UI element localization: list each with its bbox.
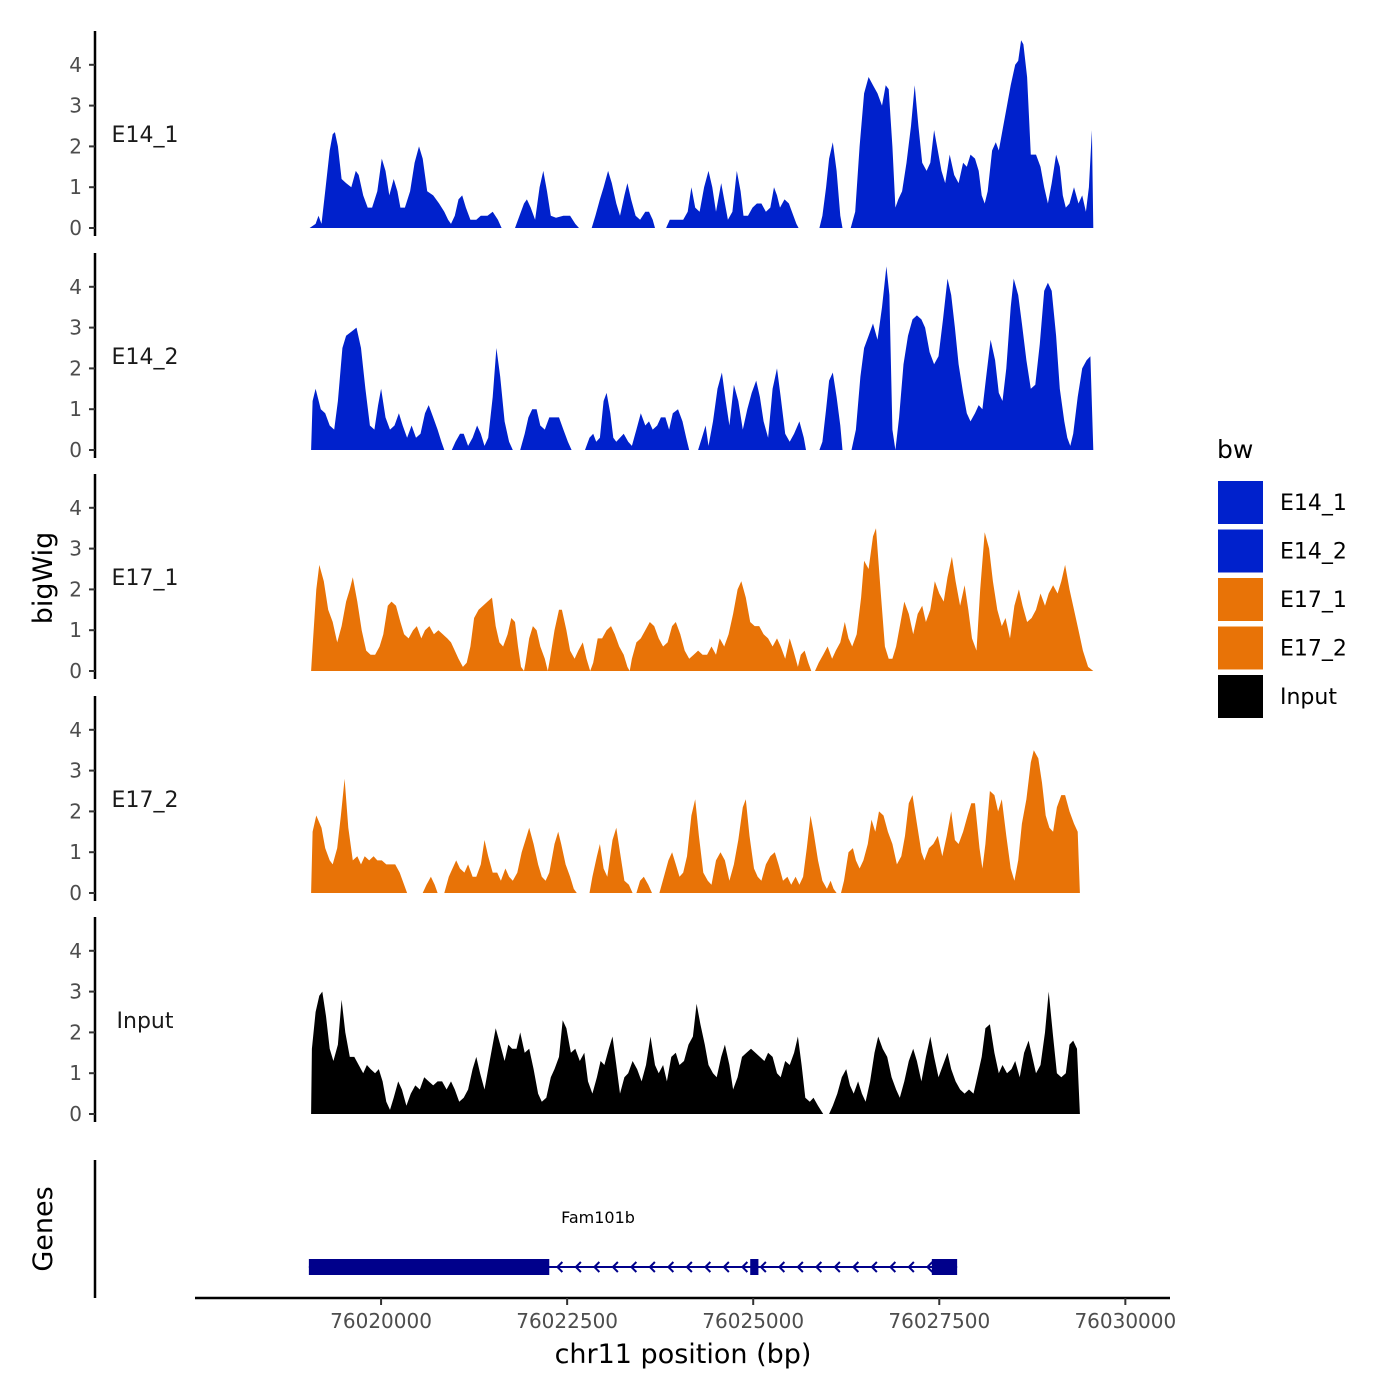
strand-arrow [666, 1261, 675, 1273]
x-axis-ticks: 76020000 76022500 76025000 76027500 76030000 [330, 1298, 1176, 1333]
track-E17_2: 0 1 2 3 4 E17_2 [69, 696, 1080, 905]
y-tick-label: 3 [69, 759, 82, 783]
y-tick-label: 2 [69, 799, 82, 823]
x-axis: 76020000 76022500 76025000 76027500 76030000 [195, 1296, 1176, 1333]
gene-model [308, 1259, 958, 1275]
genes-panel: Genes Fam101b [28, 1160, 958, 1298]
legend-label-E17_1: E17_1 [1280, 588, 1347, 613]
x-tick-label: 76027500 [888, 1309, 990, 1333]
y-tick-label: 2 [69, 577, 82, 601]
y-tick-label: 3 [69, 316, 82, 340]
y-tick-label: 4 [69, 718, 82, 742]
y-tick-label: 0 [69, 1102, 82, 1126]
y-tick-label: 4 [69, 275, 82, 299]
coverage-tracks: 0 1 2 3 4 E14_1 0 1 2 3 4 E14_2 0 1 2 3 4 E17_1 0 1 2 3 4 E17_2… [69, 31, 1094, 1126]
y-tick-label: 3 [69, 980, 82, 1004]
strand-arrow [777, 1261, 786, 1273]
strand-arrow [703, 1261, 712, 1273]
y-tick-label: 0 [69, 881, 82, 905]
genes-panel-label: Genes [28, 1186, 59, 1271]
legend-swatch-E14_1 [1218, 481, 1263, 524]
strand-arrow [870, 1261, 878, 1273]
gene-exon [750, 1259, 759, 1275]
legend-swatch-Input [1218, 675, 1263, 718]
strand-arrow [685, 1261, 693, 1273]
legend-swatch-E17_1 [1218, 578, 1263, 621]
x-tick-label: 76020000 [330, 1309, 432, 1333]
coverage-area-E17_2 [311, 750, 1080, 893]
strand-arrow [888, 1261, 897, 1273]
y-tick-label: 2 [69, 1020, 82, 1044]
legend-title: bw [1217, 435, 1253, 464]
strand-arrow [574, 1261, 582, 1273]
strand-arrow [814, 1261, 823, 1273]
legend-swatch-E14_2 [1218, 529, 1263, 573]
legend-label-E14_1: E14_1 [1280, 491, 1347, 516]
track-Input: 0 1 2 3 4 Input [69, 917, 1080, 1126]
track-label-E14_2: E14_2 [112, 345, 179, 370]
y-tick-label: 2 [69, 356, 82, 380]
strand-arrow [740, 1261, 749, 1273]
legend-label-Input: Input [1280, 685, 1337, 710]
strand-arrow [648, 1261, 656, 1273]
y-tick-label: 4 [69, 53, 82, 77]
strand-arrow [925, 1261, 934, 1273]
track-label-E17_1: E17_1 [112, 566, 179, 591]
x-axis-title: chr11 position (bp) [555, 1339, 812, 1370]
y-tick-label: 1 [69, 1061, 82, 1085]
track-E14_2: 0 1 2 3 4 E14_2 [69, 253, 1094, 462]
legend-label-E17_2: E17_2 [1280, 637, 1347, 662]
legend-swatch-E17_2 [1218, 626, 1263, 670]
y-tick-label: 1 [69, 397, 82, 421]
coverage-area-E14_1 [309, 40, 1094, 228]
y-tick-label: 2 [69, 134, 82, 158]
strand-arrow [592, 1261, 601, 1273]
strand-arrow [629, 1261, 638, 1273]
track-E17_1: 0 1 2 3 4 E17_1 [69, 474, 1094, 683]
gene-exon [931, 1259, 958, 1275]
strand-arrow [611, 1261, 619, 1273]
strand-arrow [722, 1261, 730, 1273]
coverage-area-E17_1 [311, 528, 1094, 671]
strand-arrow [833, 1261, 841, 1273]
y-tick-label: 1 [69, 175, 82, 199]
legend-items: E14_1 E14_2 E17_1 E17_2 Input [1218, 481, 1347, 718]
y-tick-label: 0 [69, 659, 82, 683]
x-tick-label: 76025000 [702, 1309, 804, 1333]
track-label-E14_1: E14_1 [112, 123, 179, 148]
y-tick-label: 4 [69, 939, 82, 963]
y-tick-label: 1 [69, 840, 82, 864]
y-tick-label: 3 [69, 94, 82, 118]
y-tick-label: 3 [69, 537, 82, 561]
y-tick-label: 1 [69, 618, 82, 642]
strand-arrow [796, 1261, 804, 1273]
strand-arrow [907, 1261, 915, 1273]
strand-arrow [555, 1261, 564, 1273]
gene-exon [308, 1259, 550, 1275]
strand-arrow [851, 1261, 860, 1273]
coverage-area-Input [311, 991, 1080, 1114]
track-E14_1: 0 1 2 3 4 E14_1 [69, 31, 1094, 240]
gene-name-label: Fam101b [561, 1208, 635, 1227]
track-label-Input: Input [117, 1009, 174, 1034]
y-tick-label: 0 [69, 438, 82, 462]
track-label-E17_2: E17_2 [112, 788, 179, 813]
x-tick-label: 76030000 [1074, 1309, 1176, 1333]
legend-label-E14_2: E14_2 [1280, 540, 1347, 565]
coverage-area-E14_2 [311, 266, 1094, 450]
y-tick-label: 0 [69, 216, 82, 240]
strand-arrow [759, 1261, 767, 1273]
y-axis-title: bigWig [28, 532, 59, 625]
legend: bw E14_1 E14_2 E17_1 E17_2 Input [1217, 435, 1347, 718]
x-tick-label: 76022500 [516, 1309, 618, 1333]
y-tick-label: 4 [69, 496, 82, 520]
